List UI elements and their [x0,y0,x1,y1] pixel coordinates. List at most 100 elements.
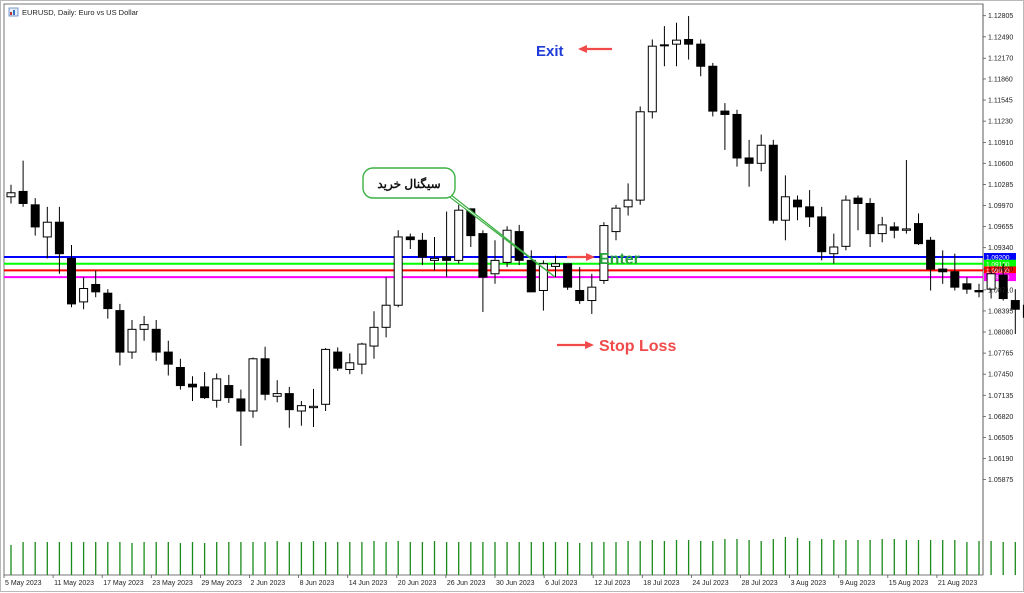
enter-label: Enter [599,251,640,268]
exit-annotation[interactable]: Exit [536,43,612,60]
buy-signal-callout[interactable]: سیگنال خرید [362,167,556,278]
callout-pointer-cover [439,187,451,196]
candle [91,270,101,298]
window-title-text: EURUSD, Daily: Euro vs US Dollar [22,8,139,17]
x-tick-label: 21 Aug 2023 [938,580,977,587]
candle [599,222,609,284]
candle [563,263,573,290]
candle [841,195,851,251]
candle-body [853,197,863,204]
x-tick-label: 6 Jul 2023 [545,580,577,587]
candle [454,204,464,264]
x-tick-label: 24 Jul 2023 [692,580,728,587]
x-tick-label: 26 Jun 2023 [447,580,486,587]
candle [696,39,706,77]
y-tick-label: 1.12490 [988,34,1013,41]
price-level-tag [984,266,1016,275]
candle-body [6,192,16,198]
stop-loss-annotation[interactable]: Stop Loss [557,338,676,355]
x-tick-label: 9 Aug 2023 [840,580,876,587]
candle [79,277,89,310]
candle [260,346,270,401]
candle [526,250,536,293]
candle-body [188,383,197,388]
candle-body [720,110,730,115]
price-axis: 1.12805 1.12490 1.12170 1.11860 1.11545 1.112… [983,13,1013,484]
candle-body [659,44,669,47]
candle-body [768,144,778,221]
candle [587,273,597,314]
y-tick-label: 1.07135 [988,393,1013,400]
candle-body [30,204,40,228]
candle-body [587,286,597,302]
x-tick-label: 20 Jun 2023 [398,580,437,587]
y-tick-label: 1.10285 [988,182,1013,189]
candle [889,222,899,239]
candle-body [877,224,887,235]
y-tick-label: 1.07450 [988,372,1013,379]
x-tick-label: 3 Aug 2023 [791,580,827,587]
candle [188,376,197,401]
candle-body [889,226,899,231]
candle-body [647,45,657,113]
candle-body [962,283,972,290]
exit-arrow-head [578,45,587,53]
candle [490,240,500,284]
enter-annotation[interactable]: Enter [567,251,640,268]
candle [780,175,790,241]
candle-body [635,111,645,201]
candle [551,255,560,278]
candle [611,204,621,241]
candle-body [986,273,996,290]
candle-body [599,225,609,281]
time-axis: 5 May 2023 11 May 2023 17 May 2023 23 May 2… [3,575,977,587]
candle [18,160,28,207]
candle [103,289,113,319]
candle [768,139,778,224]
candle-body [538,263,548,292]
candle-body [466,208,476,237]
y-tick-label: 1.11230 [988,119,1013,126]
candle-body [296,405,306,412]
candle [805,190,815,227]
plot-frame [3,3,984,576]
candle [284,386,294,428]
candle [296,400,306,426]
candle [42,206,52,259]
candle-body [563,263,573,288]
candle-body [393,236,403,306]
candle-body [248,358,258,412]
candle-body [998,274,1008,300]
candle-body [42,221,52,238]
price-level-tag-text: 1.08900 [986,275,1010,282]
candle [877,216,887,243]
candle-body [805,206,815,218]
candle [272,380,282,403]
candle [914,213,923,245]
candle [502,226,512,268]
candle-body [309,405,318,409]
candle [381,277,391,338]
candle [853,195,863,231]
candle-body [974,290,984,293]
candle [369,311,379,359]
candle [393,230,403,308]
candle [6,184,16,204]
candle [345,353,355,375]
callout-bubble [362,167,456,199]
candle-body [139,324,149,330]
candle [224,374,234,403]
candle [430,236,439,271]
candle [817,206,827,261]
price-level-tag [984,259,1016,268]
candle [163,340,173,376]
y-tick-label: 1.09655 [988,224,1013,231]
candle-body [914,223,923,245]
candle-body [442,256,452,261]
candle [200,372,210,399]
candle [417,232,427,266]
candle-body [938,268,948,273]
candle-body [526,259,536,293]
